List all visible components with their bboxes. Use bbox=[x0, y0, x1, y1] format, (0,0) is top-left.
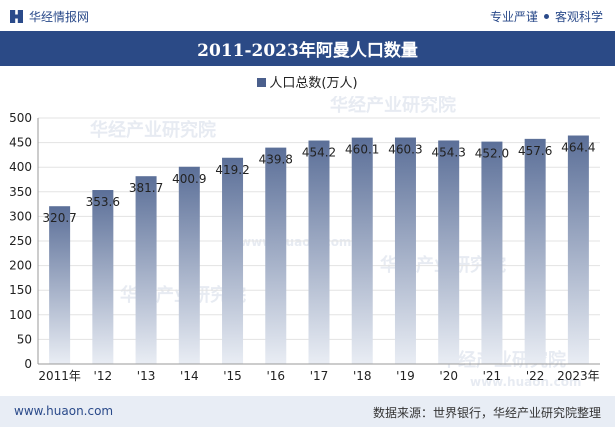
watermark-url: www.huaon.com bbox=[470, 375, 581, 389]
bar-value-label: 460.1 bbox=[345, 143, 379, 157]
y-tick-label: 500 bbox=[9, 111, 32, 125]
top-bar: 华经情报网 专业严谨 客观科学 bbox=[0, 0, 615, 30]
slogan-right: 客观科学 bbox=[554, 10, 603, 24]
bar bbox=[222, 157, 244, 364]
x-tick-label: '15 bbox=[223, 369, 242, 383]
bar-value-label: 400.9 bbox=[172, 172, 206, 186]
footer: www.huaon.com 数据来源：世界银行，华经产业研究院整理 bbox=[0, 396, 615, 427]
bar-value-label: 452.0 bbox=[475, 147, 509, 161]
bar bbox=[92, 190, 114, 364]
bar-value-label: 381.7 bbox=[129, 181, 163, 195]
bar bbox=[481, 141, 503, 364]
bar-value-label: 419.2 bbox=[215, 163, 249, 177]
legend-swatch bbox=[257, 78, 267, 87]
bar-value-label: 460.3 bbox=[388, 143, 422, 157]
site-name: 华经情报网 bbox=[29, 10, 90, 24]
bullet-dot-icon bbox=[543, 14, 549, 19]
bar bbox=[135, 176, 157, 364]
chart-legend: 人口总数(万人) bbox=[0, 72, 615, 91]
x-axis: 2011年 '12 '13 '14 '15 '16 '17 '18 '19 '20 '21 '22 20… bbox=[38, 363, 600, 383]
watermarks: 华经产业研究院华经产业研究院华经产业研究院华经产业研究院华经产业研究院www.h… bbox=[90, 96, 581, 389]
bar-value-label: 439.8 bbox=[259, 153, 293, 167]
footer-source: 数据来源：世界银行，华经产业研究院整理 bbox=[372, 406, 601, 420]
bar-value-label: 454.3 bbox=[432, 145, 466, 159]
footer-url[interactable]: www.huaon.com bbox=[14, 404, 114, 418]
y-tick-label: 50 bbox=[17, 332, 32, 346]
y-tick-label: 150 bbox=[9, 283, 32, 297]
chart-title: 2011-2023年阿曼人口数量 bbox=[0, 31, 615, 66]
logo-icon bbox=[10, 10, 23, 23]
y-tick-label: 0 bbox=[24, 357, 32, 371]
legend-label: 人口总数(万人) bbox=[269, 76, 358, 91]
bars bbox=[49, 135, 589, 364]
slogan: 专业严谨 客观科学 bbox=[490, 8, 603, 25]
y-tick-label: 100 bbox=[9, 308, 32, 322]
watermark-text: 华经产业研究院 bbox=[90, 119, 216, 141]
y-tick-label: 400 bbox=[9, 160, 32, 174]
bar bbox=[394, 137, 416, 364]
x-tick-label: '13 bbox=[137, 369, 156, 383]
y-tick-label: 250 bbox=[9, 234, 32, 248]
x-tick-label: '12 bbox=[94, 369, 113, 383]
bar bbox=[524, 138, 546, 364]
x-tick-label: '22 bbox=[526, 369, 545, 383]
watermark-url: www.huaon.com bbox=[240, 235, 351, 249]
x-tick-label: '21 bbox=[483, 369, 502, 383]
bar-value-label: 320.7 bbox=[42, 211, 76, 225]
brand[interactable]: 华经情报网 bbox=[10, 8, 89, 25]
x-tick-label: '18 bbox=[353, 369, 372, 383]
x-tick-label: '17 bbox=[310, 369, 329, 383]
bar bbox=[265, 147, 287, 364]
y-axis: 0 50 100 150 200 250 300 350 400 450 500 bbox=[9, 111, 39, 371]
bar-value-label: 457.6 bbox=[518, 144, 552, 158]
y-tick-label: 200 bbox=[9, 259, 32, 273]
data-labels: 320.7 353.6 381.7 400.9 419.2 439.8 454.2 460.1… bbox=[42, 141, 595, 226]
bar-value-label: 454.2 bbox=[302, 146, 336, 160]
bar-value-label: 353.6 bbox=[86, 195, 120, 209]
x-tick-label: '20 bbox=[439, 369, 458, 383]
bar bbox=[351, 137, 373, 364]
bar bbox=[567, 135, 589, 364]
y-tick-label: 300 bbox=[9, 209, 32, 223]
x-tick-label: '16 bbox=[266, 369, 285, 383]
bar bbox=[308, 140, 330, 364]
bar-value-label: 464.4 bbox=[561, 141, 595, 155]
y-tick-label: 450 bbox=[9, 136, 32, 150]
y-tick-label: 350 bbox=[9, 185, 32, 199]
bar bbox=[49, 206, 71, 364]
slogan-left: 专业严谨 bbox=[489, 10, 538, 24]
bar bbox=[438, 140, 460, 364]
bar bbox=[178, 166, 200, 364]
x-tick-label: 2011年 bbox=[38, 369, 81, 383]
x-tick-label: '14 bbox=[180, 369, 199, 383]
watermark-text: 华经产业研究院 bbox=[330, 96, 456, 116]
bar-chart: 华经产业研究院华经产业研究院华经产业研究院华经产业研究院华经产业研究院www.h… bbox=[9, 96, 600, 389]
x-tick-label: '19 bbox=[396, 369, 415, 383]
x-tick-label: 2023年 bbox=[557, 369, 600, 383]
